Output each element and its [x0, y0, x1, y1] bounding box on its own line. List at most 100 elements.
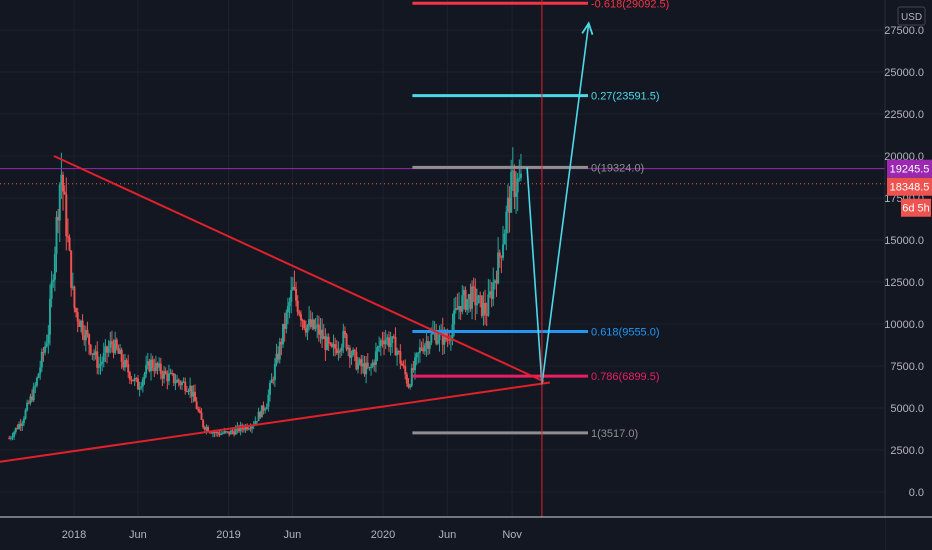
candle-body	[282, 323, 285, 345]
triangle-upper-trendline[interactable]	[53, 155, 545, 383]
candle-body	[356, 363, 359, 370]
time-axis-tick-label: Jun	[284, 529, 302, 541]
candle-body	[412, 368, 415, 371]
time-axis[interactable]: 2018 Jun 2019 Jun 2020 Jun Nov	[0, 516, 932, 550]
candle-body	[342, 330, 345, 348]
candle-body	[280, 341, 283, 345]
candle-body	[361, 363, 364, 367]
candle-body	[228, 431, 231, 435]
candle-body	[50, 281, 53, 299]
candle-body	[418, 347, 421, 353]
price-axis-tick-label: 0.0	[909, 487, 924, 499]
candle-body	[428, 342, 431, 349]
candle-body	[288, 301, 291, 307]
candle-body	[472, 286, 475, 289]
fibonacci-retracement[interactable]: -0.618(29092.5) 0.27(23591.5) 0(19324.0) 0.…	[412, 0, 669, 440]
candle-body	[215, 431, 218, 433]
candle-body	[109, 341, 112, 348]
candle-body	[417, 352, 420, 354]
candle-body	[314, 326, 317, 329]
candle-body	[53, 254, 56, 280]
candle-body	[316, 324, 319, 327]
candle-body	[83, 334, 86, 341]
candle-body	[492, 282, 495, 299]
price-axis-tick-label: 12500.0	[884, 277, 924, 289]
candle-body	[140, 386, 143, 388]
candle-body	[386, 337, 389, 340]
time-axis-background	[0, 517, 885, 550]
candle-body	[120, 349, 123, 362]
candle-body	[179, 382, 182, 386]
candle-body	[414, 357, 417, 371]
candle-body	[185, 390, 188, 392]
candle-body	[360, 359, 363, 367]
candle-body	[254, 421, 257, 425]
candle-body	[462, 290, 465, 296]
candle-body	[78, 321, 81, 327]
price-axis-tick-label: 10000.0	[884, 319, 924, 331]
candle-body	[180, 382, 183, 386]
candle-body	[169, 372, 172, 374]
candle-body	[112, 343, 115, 354]
candle-body	[493, 280, 496, 283]
candle-body	[71, 286, 74, 288]
candle-body	[156, 363, 159, 368]
candle-body	[221, 433, 224, 435]
candle-body	[14, 427, 17, 433]
candle-body	[484, 303, 487, 315]
currency-badge[interactable]	[897, 6, 926, 26]
price-axis-tick-label: 2500.0	[890, 445, 924, 457]
candle-body	[29, 396, 32, 404]
candle-body	[378, 345, 381, 348]
candle-body	[60, 174, 63, 185]
candle-body	[166, 373, 169, 382]
candle-body	[321, 329, 324, 340]
price-axis[interactable]: 0.0 2500.0 5000.0 7500.0 10000.0 12500.0 15000…	[884, 0, 932, 550]
candle-body	[94, 351, 97, 355]
candle-body	[218, 433, 221, 435]
candle-body	[242, 428, 245, 430]
candle-body	[497, 252, 500, 284]
candle-body	[508, 197, 511, 213]
candle-body	[506, 197, 509, 212]
candle-body	[391, 336, 394, 344]
candle-body	[311, 319, 314, 327]
projection-arrowhead	[581, 21, 594, 35]
candle-body	[306, 324, 309, 333]
candle-body	[272, 379, 275, 381]
candle-body	[474, 288, 477, 306]
candle-body	[151, 359, 154, 368]
candle-body	[63, 191, 66, 195]
candle-body	[446, 339, 449, 341]
candle-body	[195, 401, 198, 409]
candle-body	[420, 347, 423, 349]
candle-body	[308, 319, 311, 325]
candle-body	[268, 383, 271, 395]
candle-body	[290, 290, 293, 302]
candle-body	[304, 328, 307, 333]
candle-body	[441, 329, 444, 345]
candle-body	[405, 374, 408, 384]
candle-body	[172, 373, 175, 384]
candle-body	[171, 372, 174, 374]
candle-body	[99, 363, 102, 366]
candle-body	[487, 294, 490, 316]
triangle-lower-trendline[interactable]	[0, 381, 551, 463]
candle-body	[371, 362, 374, 367]
time-axis-tick-label: 2019	[216, 529, 240, 541]
candle-body	[370, 366, 373, 368]
candle-body	[301, 320, 304, 322]
candle-body	[365, 362, 368, 375]
candle-body	[374, 351, 377, 365]
candle-body	[518, 177, 521, 179]
candle-body	[299, 314, 302, 321]
candle-body	[88, 334, 91, 345]
price-tags: 19245.5 18348.5 6d 5h	[887, 159, 932, 217]
candle-body	[229, 430, 232, 435]
candle-body	[123, 360, 126, 368]
candle-body	[368, 367, 371, 369]
symmetrical-triangle[interactable]	[0, 155, 551, 463]
candle-body	[8, 438, 11, 440]
candle-body	[223, 431, 226, 434]
